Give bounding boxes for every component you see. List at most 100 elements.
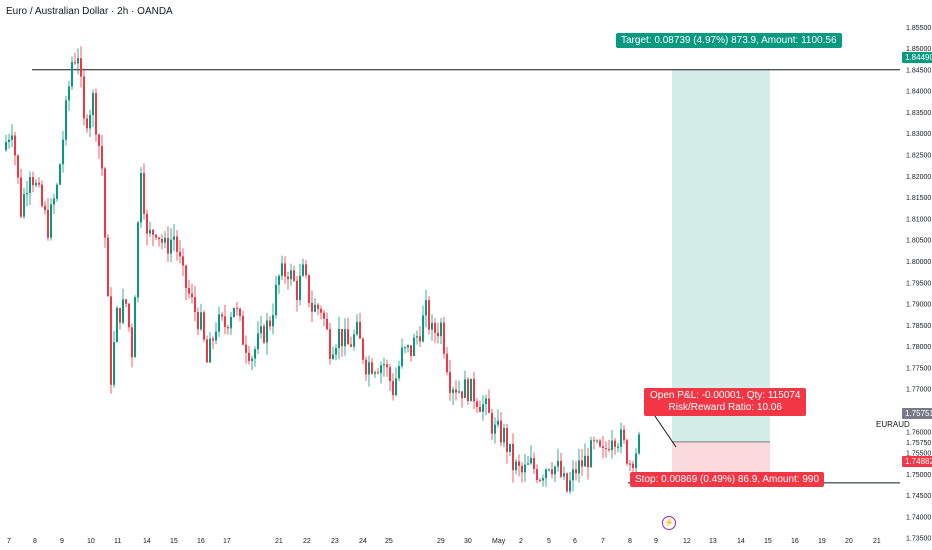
candle-body: [164, 237, 166, 243]
candle-body: [119, 307, 121, 323]
candle-body: [260, 326, 262, 334]
candle-body: [134, 297, 136, 358]
candle-body: [461, 391, 463, 399]
candle-body: [503, 427, 505, 443]
candle-body: [131, 327, 133, 358]
candle-body: [473, 378, 475, 402]
candle-body: [398, 366, 400, 379]
y-tick-label: 1.75500: [906, 451, 931, 458]
candle-body: [614, 440, 616, 447]
candle-body: [83, 76, 85, 119]
x-tick-label: 6: [573, 538, 577, 545]
candle-body: [137, 222, 139, 298]
candle-body: [272, 315, 274, 327]
candle-body: [314, 304, 316, 312]
candle-body: [335, 348, 337, 355]
pnl-line: Open P&L: -0.00001, Qty: 115074: [650, 390, 801, 401]
candle-body: [434, 322, 436, 333]
candle-body: [305, 264, 307, 276]
candle-body: [554, 466, 556, 475]
candle-body: [26, 192, 28, 195]
candle-body: [323, 312, 325, 319]
candle-body: [125, 299, 127, 304]
candle-body: [464, 379, 466, 399]
candle-body: [5, 141, 7, 151]
y-tick-label: 1.77000: [906, 387, 931, 394]
candle-body: [404, 347, 406, 349]
candle-body: [308, 275, 310, 303]
candle-body: [506, 427, 508, 452]
target-label[interactable]: Target: 0.08739 (4.97%) 873.9, Amount: 1…: [616, 33, 842, 48]
candle-body: [329, 329, 331, 359]
candle-body: [128, 303, 130, 328]
y-tick-label: 1.78500: [906, 323, 931, 330]
flash-icon[interactable]: ⚡: [662, 516, 676, 530]
x-tick-label: 21: [275, 538, 283, 545]
candle-body: [626, 440, 628, 464]
candle-body: [413, 337, 415, 356]
candle-body: [368, 362, 370, 375]
candle-body: [452, 389, 454, 393]
y-tick-label: 1.83000: [906, 131, 931, 138]
candle-body: [497, 420, 499, 425]
x-tick-label: 19: [818, 538, 826, 545]
candle-body: [611, 440, 613, 451]
candle-body: [374, 372, 376, 374]
candle-body: [407, 345, 409, 348]
candle-body: [422, 315, 424, 342]
candle-body: [155, 234, 157, 238]
candle-body: [527, 463, 529, 465]
candle-body: [539, 480, 541, 482]
pnl-box[interactable]: Open P&L: -0.00001, Qty: 115074 Risk/Rew…: [644, 388, 807, 416]
candle-body: [293, 270, 295, 281]
y-tick-label: 1.84000: [906, 89, 931, 96]
candle-body: [563, 473, 565, 477]
candle-body: [380, 365, 382, 374]
y-tick-label: 1.84500: [906, 67, 931, 74]
candle-body: [68, 86, 70, 101]
candle-body: [11, 135, 13, 140]
candle-body: [356, 321, 358, 335]
candle-body: [491, 412, 493, 434]
candle-body: [20, 177, 22, 217]
candle-body: [383, 364, 385, 366]
candle-body: [209, 338, 211, 363]
y-tick-label: 1.75750: [906, 440, 931, 447]
candle-body: [113, 342, 115, 385]
y-tick-label: 1.73500: [906, 536, 931, 543]
candle-body: [143, 173, 145, 214]
candle-body: [80, 58, 82, 77]
candle-body: [203, 312, 205, 340]
candle-body: [524, 464, 526, 473]
candle-body: [227, 326, 229, 329]
candle-body: [230, 317, 232, 329]
candle-body: [149, 229, 151, 234]
candle-body: [500, 420, 502, 443]
y-tick-label: 1.76000: [906, 429, 931, 436]
x-tick-label: 7: [7, 538, 11, 545]
candle-body: [245, 344, 247, 353]
x-tick-label: 8: [628, 538, 632, 545]
level-price-tag: 1.84490: [902, 52, 932, 63]
candle-body: [470, 378, 472, 402]
candle-body: [98, 134, 100, 147]
candle-body: [359, 321, 361, 339]
candle-body: [557, 460, 559, 467]
y-tick-label: 1.82000: [906, 174, 931, 181]
x-tick-label: 9: [654, 538, 658, 545]
candle-body: [266, 320, 268, 343]
candle-body: [92, 93, 94, 115]
candle-body: [578, 460, 580, 474]
candle-body: [446, 353, 448, 373]
candle-body: [608, 449, 610, 451]
candle-body: [86, 118, 88, 129]
candle-body: [167, 237, 169, 254]
stop-label[interactable]: Stop: 0.00869 (0.49%) 86.9, Amount: 990: [630, 472, 825, 487]
x-tick-label: 15: [170, 538, 178, 545]
candle-body: [17, 155, 19, 178]
symbol-label: EURAUD: [876, 420, 910, 429]
candle-body: [29, 176, 31, 193]
y-tick-label: 1.85500: [906, 25, 931, 32]
candle-body: [146, 213, 148, 234]
